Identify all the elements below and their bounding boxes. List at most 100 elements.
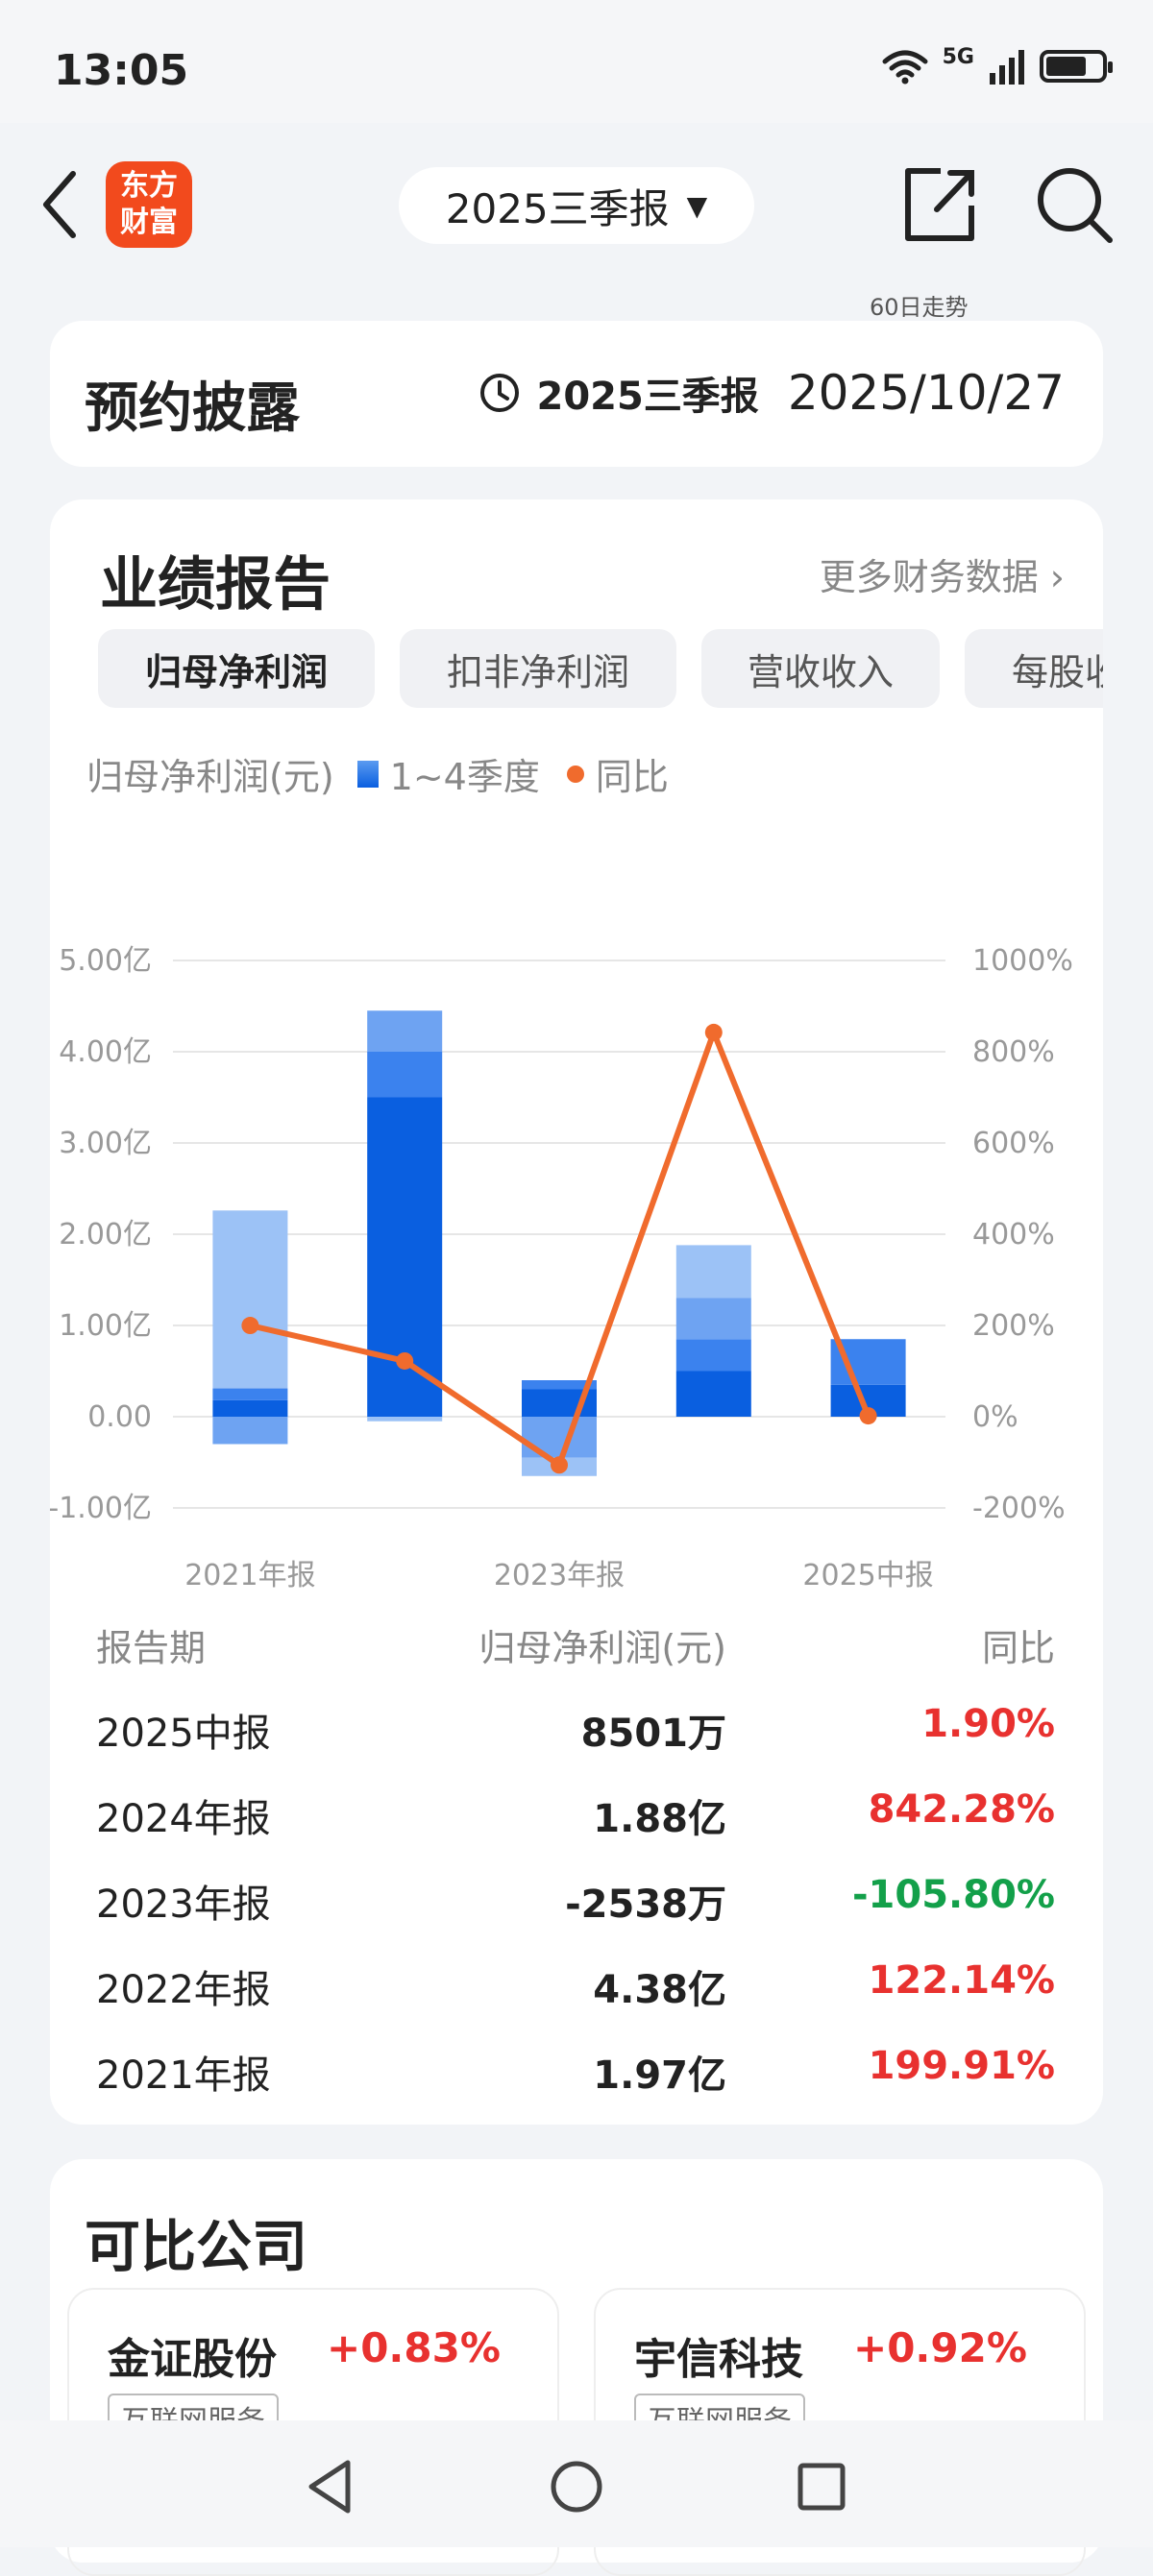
peers-title: 可比公司 — [85, 2214, 308, 2279]
legend-bar-swatch — [356, 760, 379, 788]
row-yoy: 1.90% — [921, 1702, 1055, 1746]
metric-tabs: 归母净利润 扣非净利润 营收收入 每股收益 — [98, 629, 1103, 708]
logo-text-top: 东方 — [120, 169, 178, 203]
yoy-point — [551, 1456, 568, 1474]
left-tick-label: 2.00亿 — [59, 1218, 152, 1252]
right-tick-label: -200% — [972, 1492, 1066, 1525]
bar-segment-q2 — [212, 1388, 288, 1400]
row-profit: 4.38亿 — [593, 1968, 726, 2012]
right-tick-label: 1000% — [972, 944, 1073, 978]
more-link-label: 更多财务数据 — [819, 556, 1039, 598]
legend-bar-label: 1~4季度 — [389, 756, 540, 798]
table-row[interactable]: 2025中报 8501万 1.90% — [50, 1683, 1103, 1767]
header-period: 报告期 — [96, 1627, 207, 1669]
x-tick-label: 2023年报 — [494, 1559, 625, 1592]
bar-segment-q1 — [212, 1399, 288, 1417]
x-tick-label: 2025中报 — [802, 1559, 933, 1592]
peer-change: +0.92% — [853, 2324, 1027, 2371]
nav-recents-icon[interactable] — [788, 2453, 855, 2520]
bar-segment-q3 — [367, 1010, 443, 1052]
peer-change: +0.83% — [327, 2324, 501, 2371]
nav-back-icon[interactable] — [298, 2453, 365, 2520]
network-type: 5G — [942, 44, 974, 69]
disclosure-date: 2025/10/27 — [787, 365, 1065, 421]
left-tick-label: 1.00亿 — [59, 1309, 152, 1343]
yoy-point — [396, 1351, 414, 1370]
row-period: 2021年报 — [96, 2054, 271, 2098]
row-period: 2022年报 — [96, 1968, 271, 2012]
row-profit: 1.88亿 — [593, 1797, 726, 1841]
status-icons: 5G — [881, 44, 1113, 85]
peer-name: 宇信科技 — [634, 2335, 803, 2384]
performance-title: 业绩报告 — [100, 551, 331, 619]
row-profit: -2538万 — [565, 1883, 726, 1927]
left-tick-label: 5.00亿 — [59, 944, 152, 978]
yoy-point — [241, 1317, 259, 1335]
share-icon[interactable] — [898, 163, 981, 246]
left-tick-label: 3.00亿 — [59, 1127, 152, 1160]
right-tick-label: 200% — [972, 1309, 1055, 1343]
nav-home-icon[interactable] — [543, 2453, 610, 2520]
table-row[interactable]: 2022年报 4.38亿 122.14% — [50, 1939, 1103, 2024]
bar-segment-q1 — [675, 1371, 751, 1417]
row-yoy: 122.14% — [868, 1958, 1055, 2003]
bar-segment-q2 — [675, 1339, 751, 1372]
performance-report-card: 业绩报告 更多财务数据 › 归母净利润 扣非净利润 营收收入 每股收益 归母净利… — [50, 499, 1103, 2125]
table-row[interactable]: 2021年报 1.97亿 199.91% — [50, 2025, 1103, 2109]
battery-icon — [1040, 50, 1113, 83]
table-row[interactable]: 2023年报 -2538万 -105.80% — [50, 1854, 1103, 1938]
bar-segment-q3 — [522, 1417, 597, 1458]
tab-deducted-net-profit[interactable]: 扣非净利润 — [400, 629, 676, 708]
legend-line-swatch — [566, 765, 584, 783]
left-tick-label: -1.00亿 — [50, 1492, 152, 1525]
right-tick-label: 400% — [972, 1218, 1055, 1252]
bar-segment-q3 — [675, 1298, 751, 1340]
peer-name: 金证股份 — [108, 2335, 277, 2384]
row-period: 2025中报 — [96, 1712, 271, 1756]
row-yoy: -105.80% — [851, 1873, 1055, 1917]
app-header: 东方 财富 2025三季报 ▼ 60日走势 — [0, 123, 1153, 321]
tab-net-profit[interactable]: 归母净利润 — [98, 629, 375, 708]
wifi-icon — [882, 50, 928, 85]
dropdown-caret-icon: ▼ — [686, 189, 708, 222]
disclosure-schedule-card: 预约披露 2025三季报 2025/10/27 — [50, 321, 1103, 467]
right-tick-label: 600% — [972, 1127, 1055, 1160]
more-financial-data-link[interactable]: 更多财务数据 › — [820, 547, 1065, 600]
back-arrow-icon[interactable] — [38, 166, 86, 243]
bar-segment-q2 — [522, 1380, 597, 1390]
row-yoy: 842.28% — [868, 1787, 1055, 1832]
status-time: 13:05 — [54, 46, 189, 95]
chevron-right-icon: › — [1049, 556, 1065, 598]
row-period: 2023年报 — [96, 1883, 271, 1927]
search-icon[interactable] — [1033, 163, 1116, 246]
yoy-point — [704, 1023, 723, 1041]
trend-label: 60日走势 — [870, 294, 969, 321]
period-selector[interactable]: 2025三季报 ▼ — [399, 167, 754, 244]
bar-segment-q4 — [675, 1245, 751, 1299]
logo-text-bottom: 财富 — [120, 206, 178, 239]
app-logo[interactable]: 东方 财富 — [106, 161, 192, 248]
legend-line-label: 同比 — [595, 756, 669, 798]
yoy-point — [859, 1407, 877, 1425]
system-nav-bar — [0, 2420, 1153, 2547]
row-yoy: 199.91% — [868, 2044, 1055, 2088]
table-row[interactable]: 2024年报 1.88亿 842.28% — [50, 1768, 1103, 1853]
right-tick-label: 800% — [972, 1035, 1055, 1069]
header-profit: 归母净利润(元) — [478, 1627, 726, 1669]
bar-segment-q4 — [212, 1210, 288, 1389]
legend-metric-label: 归母净利润(元) — [86, 756, 334, 798]
left-tick-label: 0.00 — [87, 1400, 152, 1434]
disclosure-title: 预约披露 — [85, 377, 300, 440]
tab-eps[interactable]: 每股收益 — [965, 629, 1103, 708]
row-period: 2024年报 — [96, 1797, 271, 1841]
status-bar: 13:05 5G — [0, 0, 1153, 123]
tab-revenue[interactable]: 营收收入 — [701, 629, 940, 708]
right-tick-label: 0% — [972, 1400, 1018, 1434]
bar-segment-q3 — [212, 1417, 288, 1445]
signal-icon — [990, 50, 1024, 85]
header-yoy: 同比 — [981, 1627, 1055, 1669]
bar-segment-q2 — [367, 1052, 443, 1098]
disclosure-period: 2025三季报 — [536, 375, 759, 419]
disclosure-info: 2025三季报 2025/10/27 — [478, 365, 1065, 421]
row-profit: 8501万 — [580, 1712, 726, 1756]
